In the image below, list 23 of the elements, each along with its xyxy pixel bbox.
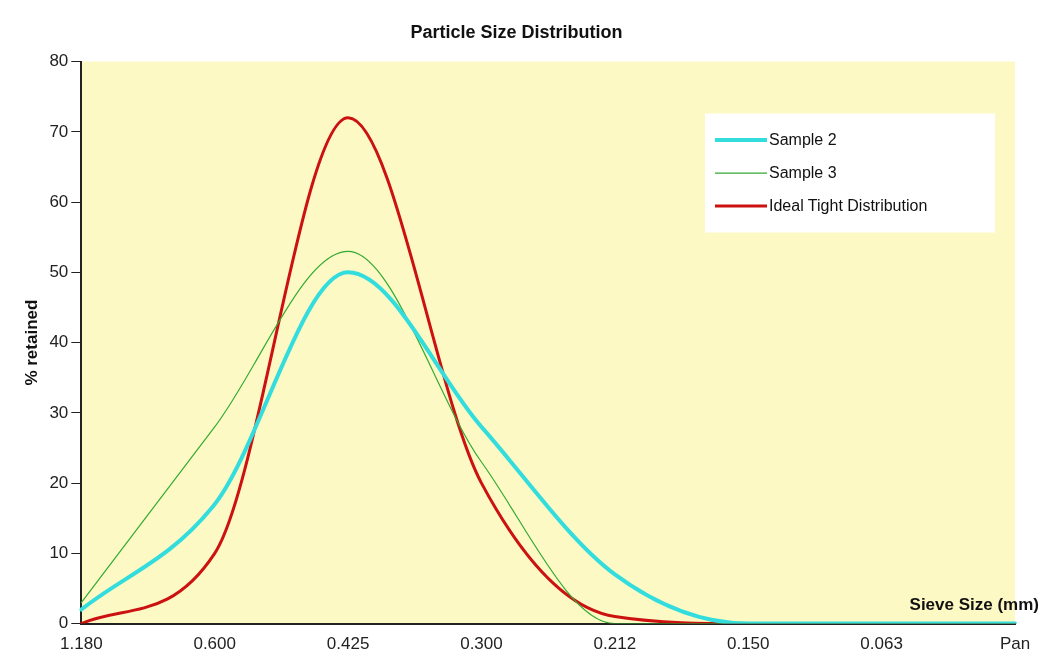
y-tick-label: 80 bbox=[49, 51, 69, 71]
legend-label: Sample 3 bbox=[769, 163, 837, 181]
x-tick-label: 0.425 bbox=[326, 634, 370, 654]
y-tick-label: 50 bbox=[49, 262, 69, 282]
legend-label: Ideal Tight Distribution bbox=[769, 196, 928, 214]
y-tick-label: 20 bbox=[49, 472, 69, 492]
x-tick-label: 0.600 bbox=[193, 634, 236, 654]
x-axis-title: Sieve Size (mm) bbox=[909, 594, 1039, 614]
x-tick-label: Pan bbox=[999, 634, 1031, 654]
x-tick-label: 0.150 bbox=[726, 634, 770, 654]
y-axis-title: % retained bbox=[21, 299, 41, 386]
y-tick-label: 60 bbox=[49, 191, 69, 211]
y-tick-label: 10 bbox=[49, 543, 69, 563]
x-tick-label: 0.300 bbox=[460, 634, 503, 654]
x-tick-label: 0.063 bbox=[860, 634, 903, 654]
legend-label: Sample 2 bbox=[769, 130, 837, 148]
y-tick-label: 40 bbox=[49, 332, 69, 352]
y-tick-label: 30 bbox=[49, 402, 69, 422]
x-tick-label: 0.212 bbox=[593, 634, 637, 654]
chart-title: Particle Size Distribution bbox=[410, 21, 623, 42]
x-tick-label: 1.180 bbox=[60, 634, 103, 654]
y-tick-label: 70 bbox=[49, 121, 69, 141]
y-tick-label: 0 bbox=[58, 613, 69, 633]
